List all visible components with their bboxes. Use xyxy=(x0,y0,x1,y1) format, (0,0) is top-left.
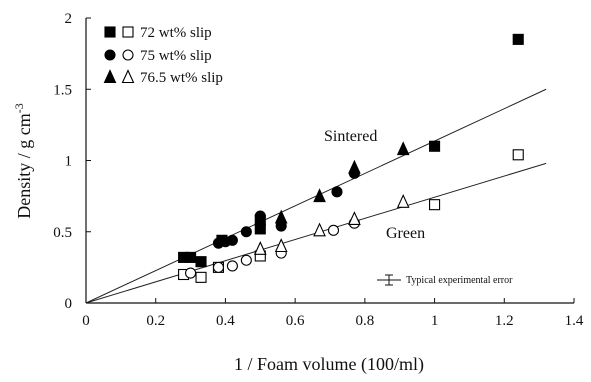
x-axis-ticks: 0 0.2 0.4 0.6 0.8 1 1.2 1.4 xyxy=(82,298,584,329)
x-tick-label: 0 xyxy=(82,313,90,329)
x-tick-label: 1 xyxy=(431,313,439,329)
sintered-circle-filled-point xyxy=(331,186,343,198)
green-circle-open-point xyxy=(185,267,197,279)
data-points xyxy=(178,33,524,283)
green-square-open-point xyxy=(429,199,441,211)
legend-triangle-open-icon xyxy=(121,69,135,84)
sintered-triangle-filled-point xyxy=(274,209,288,224)
x-tick-label: 1.2 xyxy=(495,313,514,329)
green-triangle-open-point xyxy=(348,211,361,225)
legend-label: 76.5 wt% slip xyxy=(140,70,223,86)
sintered-square-filled-point xyxy=(429,140,441,152)
legend-circle-filled-icon xyxy=(104,49,116,61)
y-tick-label: 1 xyxy=(65,154,73,170)
legend-triangle-filled-icon xyxy=(103,69,117,84)
green-triangle-open-point xyxy=(396,194,410,208)
legend: 72 wt% slip 75 wt% slip 76.5 wt% slip xyxy=(103,25,223,86)
y-tick-label: 2 xyxy=(65,11,73,27)
error-legend: Typical experimental error xyxy=(377,274,513,286)
legend-circle-open-icon xyxy=(122,49,134,61)
green-triangle-open-point xyxy=(253,241,267,255)
x-tick-label: 0.2 xyxy=(146,313,165,329)
y-axis-ticks: 0 0.5 1 1.5 2 xyxy=(53,11,91,312)
sintered-triangle-filled-point xyxy=(313,188,326,203)
green-circle-open-point xyxy=(327,224,340,236)
y-tick-label: 0.5 xyxy=(53,225,72,241)
x-tick-label: 0.8 xyxy=(355,313,374,329)
y-tick-label: 0 xyxy=(65,296,73,312)
legend-square-open-icon xyxy=(122,26,134,38)
sintered-circle-filled-point xyxy=(226,234,238,246)
annotation-sintered: Sintered xyxy=(324,128,377,145)
green-square-open-point xyxy=(195,271,207,283)
legend-label: 72 wt% slip xyxy=(140,25,212,41)
x-tick-label: 0.6 xyxy=(286,313,305,329)
green-triangle-open-point xyxy=(313,222,326,237)
green-triangle-open-point xyxy=(274,238,288,253)
sintered-square-filled-point xyxy=(195,256,207,268)
annotation-green: Green xyxy=(386,225,425,242)
green-square-open-point xyxy=(512,149,524,161)
x-tick-label: 0.4 xyxy=(216,313,235,329)
y-axis-label-superscript: -3 xyxy=(12,103,26,113)
sintered-triangle-filled-point xyxy=(396,141,410,156)
legend-label: 75 wt% slip xyxy=(140,48,212,64)
legend-square-filled-icon xyxy=(104,26,116,38)
x-tick-label: 1.4 xyxy=(565,313,584,329)
green-circle-open-point xyxy=(240,254,252,266)
green-circle-open-point xyxy=(226,260,238,272)
y-tick-label: 1.5 xyxy=(53,82,72,98)
green-circle-open-point xyxy=(212,261,225,273)
sintered-circle-filled-point xyxy=(240,226,252,238)
sintered-square-filled-point xyxy=(512,33,524,45)
sintered-circle-filled-point xyxy=(254,210,266,222)
y-axis-label-main: Density / g cm xyxy=(14,113,34,219)
x-axis-label: 1 / Foam volume (100/ml) xyxy=(234,354,424,375)
error-legend-label: Typical experimental error xyxy=(406,275,513,286)
sintered-square-filled-point xyxy=(185,251,197,263)
sintered-triangle-filled-point xyxy=(348,159,361,174)
y-axis-label: Density / g cm-3 xyxy=(12,103,34,219)
